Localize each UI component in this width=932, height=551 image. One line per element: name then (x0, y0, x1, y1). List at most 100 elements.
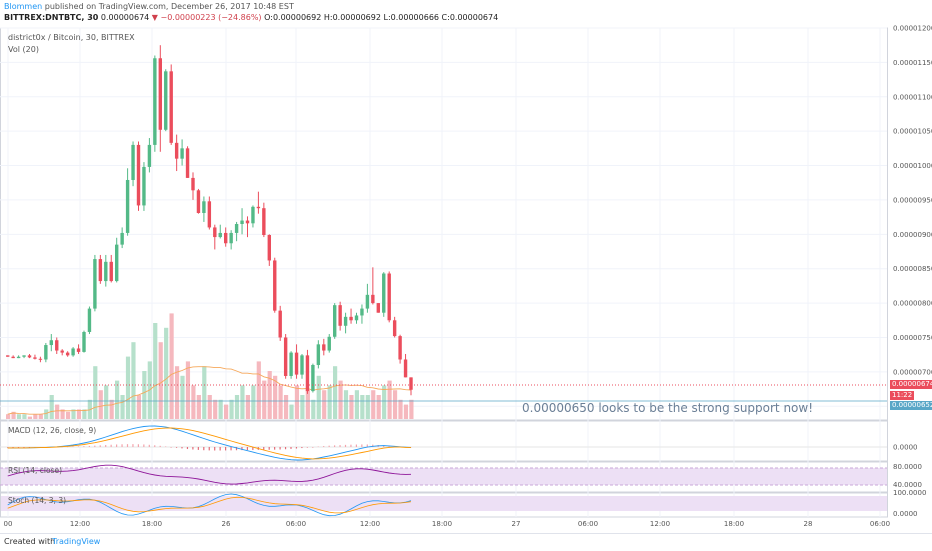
volume-bar (365, 395, 370, 419)
volume-bar (125, 356, 131, 419)
macd-histogram-bar (235, 447, 238, 451)
macd-histogram-bar (241, 447, 243, 451)
volume-bar (354, 390, 359, 419)
candle-body (174, 142, 179, 159)
volume-bar (16, 414, 22, 419)
macd-histogram-bar (252, 447, 254, 450)
volume-bar (382, 385, 387, 419)
price-lines (0, 384, 887, 402)
volume-bar (273, 375, 278, 419)
candle-body (262, 208, 266, 236)
x-tick-label: 06:00 (286, 520, 306, 528)
candle-body (55, 340, 59, 351)
macd-histogram-bar (344, 444, 347, 447)
macd-histogram-bar (66, 446, 69, 448)
macd-histogram-bar (83, 446, 85, 447)
axes: 0.00001200 0.00001150 0.00001100 0.00001050… (4, 25, 932, 529)
volume-bar (6, 414, 11, 419)
volume-bar (398, 399, 403, 419)
candle-body (283, 337, 288, 376)
candle-body (234, 224, 239, 233)
macd-histogram-bar (219, 447, 221, 451)
volume-bar (229, 399, 234, 419)
price-chart[interactable]: 0.00001200 0.00001150 0.00001100 0.00001050… (0, 0, 932, 533)
volume-bar (338, 380, 343, 419)
candle-body (158, 58, 162, 130)
candle-body (131, 144, 135, 180)
volume-bar (376, 395, 381, 419)
macd-histogram-bar (165, 446, 167, 447)
macd-histogram-bar (388, 446, 390, 447)
series-title: district0x / Bitcoin, 30, BITTREX (8, 33, 135, 42)
volume-bar (65, 411, 71, 419)
volume-bar (283, 395, 289, 419)
macd-histogram-bar (143, 444, 145, 447)
candle-body (338, 305, 342, 326)
candle-body (153, 58, 157, 145)
candle-body (251, 206, 255, 224)
chart-legend: district0x / Bitcoin, 30, BITTREX Vol (2… (8, 32, 135, 56)
macd-histogram-bar (214, 447, 216, 451)
x-tick-label: 00 (4, 520, 13, 528)
volume-bar (311, 399, 316, 419)
candle-body (382, 273, 386, 313)
ohlc-close: 0.00000674 (449, 13, 499, 22)
candle-body (300, 355, 304, 375)
candle-body (360, 308, 364, 316)
y-tick-label: 0.00000850 (893, 265, 932, 273)
candle-body (202, 201, 206, 213)
candle-body (224, 232, 228, 244)
candle-body (44, 345, 48, 360)
rsi-panel (0, 464, 887, 486)
candle-body (191, 177, 195, 191)
volume-bar (60, 409, 65, 419)
volume-bar (305, 390, 310, 419)
macd-histogram-bar (126, 444, 129, 447)
y-tick-label: 0.00001150 (893, 59, 932, 67)
macd-histogram-bar (110, 444, 112, 447)
x-tick-label: 27 (512, 520, 521, 528)
support-annotation[interactable]: 0.00000650 looks to be the strong suppor… (522, 401, 813, 415)
volume-bar (185, 361, 191, 419)
volume-bar (322, 390, 327, 419)
candle-body (6, 355, 10, 357)
candle-body (392, 320, 397, 337)
macd-histogram-bar (99, 445, 101, 447)
macd-histogram-bar (355, 444, 357, 447)
stoch-d-line (7, 496, 412, 514)
macd-histogram-bar (7, 447, 9, 448)
volume-bar (158, 342, 163, 419)
volume-bar (213, 399, 218, 419)
macd-histogram-bar (225, 447, 227, 451)
candle-body (38, 358, 43, 360)
volume-bar (104, 385, 109, 419)
y-tick-label: 0.00001200 (893, 25, 932, 33)
macd-histogram-bar (203, 447, 205, 451)
macd-panel-frame (0, 420, 888, 462)
macd-histogram-bar (186, 447, 189, 450)
author-link[interactable]: Blommen (4, 2, 43, 11)
y-tick-label: 0.00000750 (893, 334, 932, 342)
tradingview-logo[interactable]: TradingView (52, 537, 101, 546)
macd-histogram-bar (23, 447, 25, 448)
volume-bar (240, 385, 245, 419)
support-price-tag: 0.00000652 (890, 401, 932, 410)
candle-body (403, 359, 408, 378)
volume-bar (174, 366, 180, 419)
volume-bar (224, 404, 229, 419)
volume-bar (136, 395, 141, 419)
macd-histogram-bar (181, 447, 183, 449)
volume-bar (131, 342, 136, 419)
rsi-line (7, 464, 412, 485)
volume-bar (76, 409, 82, 419)
candle-body (354, 315, 359, 321)
macd-histogram-bar (306, 447, 308, 448)
volume-bar (327, 385, 332, 419)
volume-bar (267, 371, 272, 419)
macd-histogram-bar (328, 445, 330, 447)
candle-body (120, 232, 124, 245)
candle-body (16, 356, 21, 359)
macd-histogram-bar (230, 447, 232, 451)
volume-bar (27, 416, 32, 419)
candle-body (65, 352, 70, 356)
